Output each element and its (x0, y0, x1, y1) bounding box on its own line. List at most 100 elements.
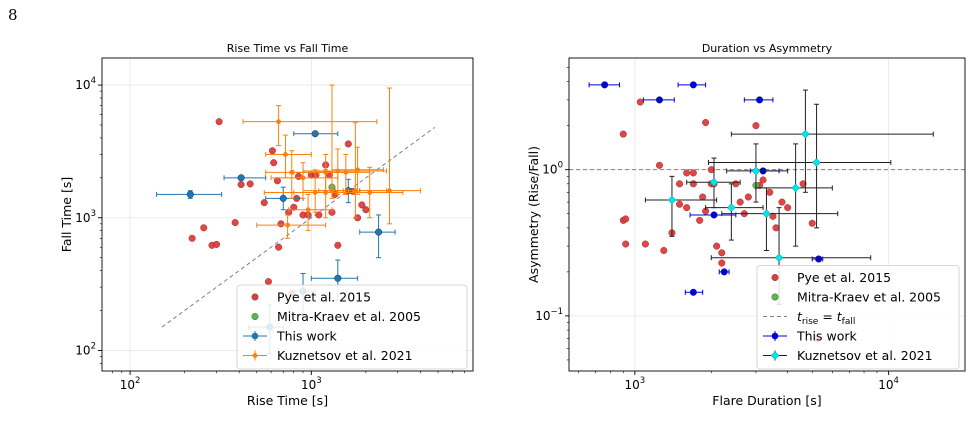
data-point (619, 130, 627, 138)
errorbar-point (705, 183, 764, 241)
data-point (186, 190, 194, 198)
data-point (268, 147, 276, 155)
errorbar-point (293, 130, 339, 138)
data-point (660, 247, 668, 255)
y-tick-label-base: 10 (75, 78, 90, 92)
legend-entry: Pye et al. 2015 (251, 290, 371, 305)
axes-frame (101, 57, 474, 372)
data-point (769, 212, 777, 220)
legend-entry: Mitra-Kraev et al. 2005 (251, 309, 421, 324)
data-point (812, 158, 821, 167)
data-point (277, 220, 285, 228)
data-point (237, 174, 245, 182)
x-tick-label-exponent: 2 (135, 376, 140, 386)
data-point (689, 81, 697, 89)
data-point (718, 249, 726, 257)
x-tick-label-exponent: 4 (894, 376, 899, 386)
data-point (305, 207, 311, 213)
data-point (276, 119, 282, 125)
errorbar-point (730, 89, 934, 193)
data-point (801, 129, 810, 139)
legend-marker (252, 353, 258, 358)
errorbar-point (686, 157, 741, 209)
y-tick-label-exponent: 3 (91, 209, 96, 219)
legend-entry: Pye et al. 2015 (771, 270, 891, 285)
series-this-work (156, 130, 396, 354)
errorbar-point (710, 207, 872, 305)
errorbar-point (310, 259, 359, 301)
errorbar-point (726, 143, 789, 203)
legend-label: This work (796, 329, 858, 344)
errorbar-point (642, 96, 675, 104)
data-point (772, 224, 780, 232)
data-point (655, 96, 664, 104)
legend-box (756, 265, 960, 370)
y-axis-label: Fall Time [s] (59, 177, 74, 252)
errorbar-point (288, 193, 333, 232)
data-point (713, 242, 721, 250)
data-point (808, 219, 816, 227)
data-point (727, 203, 736, 212)
data-point (375, 228, 383, 236)
data-point (752, 122, 760, 130)
y-tick-label-exponent: 2 (91, 341, 96, 351)
data-point (246, 180, 254, 188)
data-point (707, 166, 715, 174)
x-tick-label-exponent: 3 (640, 376, 645, 386)
data-point (343, 169, 349, 175)
data-point (355, 167, 361, 173)
data-point (766, 188, 774, 196)
data-layer (156, 84, 421, 354)
data-point (710, 211, 718, 219)
data-point (334, 274, 342, 282)
data-point (300, 175, 306, 181)
data-point (778, 198, 786, 206)
data-point (188, 234, 196, 242)
data-point (736, 198, 744, 206)
legend-label: This work (276, 329, 338, 344)
errorbar-point (331, 146, 384, 195)
data-point (358, 201, 366, 209)
data-point (696, 216, 704, 224)
errorbar-point (156, 190, 223, 199)
data-point (676, 180, 684, 188)
data-point (689, 180, 697, 188)
data-point (622, 215, 630, 223)
data-point (264, 278, 272, 286)
data-point (622, 240, 630, 248)
data-point (273, 177, 281, 185)
data-point (720, 268, 728, 276)
legend-label-part: fall (842, 317, 856, 327)
data-layer (588, 81, 934, 343)
data-point (756, 96, 764, 104)
errorbar-point (265, 186, 304, 211)
y-axis-label: Asymmetry (Rise/Fall) (526, 146, 541, 283)
errorbar-point (223, 174, 267, 182)
data-point (689, 288, 697, 296)
legend-marker (771, 332, 779, 340)
legend-label: Kuznetsov et al. 2021 (277, 348, 413, 363)
errorbar-point (359, 214, 396, 259)
x-axis-label: Flare Duration [s] (712, 393, 821, 408)
data-point (601, 81, 609, 89)
legend-label-part: t (837, 309, 843, 324)
series-kuznetsov-et-al-2021 (242, 84, 421, 239)
legend-box (236, 284, 468, 370)
data-point (689, 169, 697, 177)
legend-marker (251, 332, 259, 340)
data-point (699, 193, 707, 201)
legend-entry: This work (243, 329, 338, 344)
data-point (683, 169, 691, 177)
legend-label: Pye et al. 2015 (797, 270, 891, 285)
legend-label: trise = tfall (797, 309, 855, 327)
page-number: 8 (8, 6, 18, 24)
legend-marker (771, 293, 779, 301)
data-point (231, 219, 239, 227)
errorbar-point (318, 84, 344, 199)
errorbar-point (707, 103, 892, 229)
data-point (759, 176, 767, 184)
x-tick-label-base: 10 (301, 378, 316, 392)
data-point (774, 253, 784, 263)
data-point (344, 140, 352, 148)
